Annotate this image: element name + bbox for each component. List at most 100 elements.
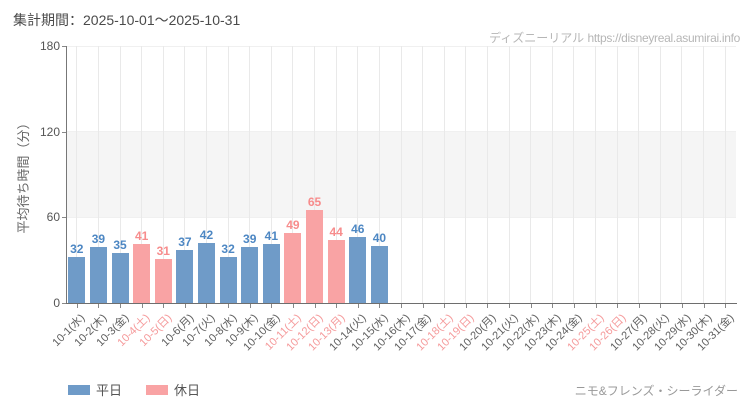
grid-line-vertical: [97, 46, 99, 303]
x-tick-mark: [98, 304, 100, 308]
x-tick-mark: [617, 304, 619, 308]
grid-line-vertical: [508, 46, 510, 303]
watermark: ディズニーリアル https://disneyreal.asumirai.inf…: [489, 29, 740, 46]
grid-line-vertical: [681, 46, 683, 303]
bar: [284, 233, 302, 303]
bar-value-label: 65: [307, 195, 322, 210]
y-tick-label: 60: [46, 210, 60, 225]
legend-holiday-label: 休日: [174, 383, 201, 398]
legend-weekday-label: 平日: [96, 383, 123, 398]
x-tick-mark: [465, 304, 467, 308]
bar-value-label: 49: [286, 218, 300, 233]
bar-value-label: 44: [329, 225, 343, 240]
x-tick-mark: [184, 304, 186, 308]
x-tick-mark: [163, 304, 165, 308]
bar: [370, 245, 388, 303]
x-tick-mark: [401, 304, 402, 308]
grid-line-vertical: [184, 46, 186, 303]
grid-line-vertical: [400, 46, 402, 303]
y-tick-mark: [62, 46, 66, 47]
y-tick-label: 180: [39, 39, 60, 53]
x-tick-mark: [422, 304, 424, 308]
x-tick-mark: [487, 304, 489, 308]
bar-value-label: 46: [351, 222, 365, 237]
x-tick-mark: [271, 304, 273, 308]
grid-line-vertical: [378, 46, 380, 303]
bar: [154, 258, 172, 303]
x-tick-mark: [292, 304, 294, 308]
x-tick-mark: [725, 304, 727, 308]
y-tick-mark: [62, 217, 66, 219]
bar: [68, 257, 86, 303]
legend-weekday-swatch: [68, 384, 90, 395]
grid-line-vertical: [249, 46, 251, 303]
y-axis-title: 平均待ち時間（分）: [16, 116, 31, 234]
grid-line-vertical: [141, 46, 143, 303]
grid-line-vertical: [616, 46, 618, 303]
x-tick-mark: [314, 304, 316, 308]
x-tick-mark: [336, 304, 338, 308]
page-title: 集計期間：2025-10-01～2025-10-31: [13, 12, 241, 28]
bar: [176, 250, 194, 303]
x-tick-mark: [509, 304, 511, 308]
bar-value-label: 37: [178, 235, 192, 250]
x-tick-mark: [681, 304, 683, 308]
bar: [262, 244, 280, 303]
x-tick-mark: [638, 304, 640, 308]
y-tick-mark: [62, 131, 66, 133]
bar-value-label: 39: [91, 232, 106, 247]
x-tick-mark: [120, 304, 122, 308]
grid-line-vertical: [486, 46, 488, 303]
watermark-brand: ディズニーリアル: [489, 31, 585, 45]
bar: [349, 237, 367, 303]
grid-line-vertical: [335, 46, 337, 303]
y-axis-line: [66, 46, 67, 303]
watermark-url: https://disneyreal.asumirai.info: [587, 31, 741, 45]
bar: [197, 243, 215, 303]
bar-value-label: 39: [243, 232, 257, 247]
bar-value-label: 32: [221, 242, 235, 257]
attraction-name: ニモ&フレンズ・シーライダー: [574, 384, 738, 398]
bar: [219, 257, 237, 303]
plot-area: 32 39 35 41 31 37 42 32 39 41 49 65 44 46 40: [66, 45, 736, 303]
grid-line-vertical: [638, 46, 640, 303]
x-tick-mark: [228, 304, 230, 308]
grid-line-vertical: [314, 46, 316, 303]
x-tick-mark: [444, 304, 446, 308]
grid-line-vertical: [530, 46, 532, 303]
x-tick-mark: [552, 304, 554, 308]
bar-value-label: 41: [264, 229, 278, 244]
bar-value-label: 42: [199, 228, 214, 243]
bar-value-label: 40: [372, 230, 387, 245]
bar: [89, 247, 107, 303]
x-axis-line: [66, 303, 737, 304]
bar: [327, 240, 345, 303]
grid-line-vertical: [724, 46, 726, 303]
x-tick-mark: [660, 304, 662, 308]
grid-line-vertical: [270, 46, 272, 303]
grid-line-vertical: [162, 46, 164, 303]
x-tick-mark: [249, 304, 251, 308]
y-tick-label: 0: [53, 296, 60, 310]
grid-line-vertical: [443, 46, 445, 303]
grid-line-vertical: [465, 46, 467, 303]
grid-line-vertical: [595, 46, 597, 303]
x-tick-mark: [206, 304, 208, 308]
grid-line-vertical: [551, 46, 553, 303]
grid-line-vertical: [573, 46, 575, 303]
bar-value-label: 31: [156, 243, 170, 258]
bar: [241, 247, 259, 303]
x-tick-mark: [379, 304, 381, 308]
y-tick-mark: [62, 303, 66, 304]
legend-item-weekday: 平日: [68, 380, 122, 399]
x-tick-mark: [595, 304, 597, 308]
x-tick-mark: [357, 304, 359, 308]
bar: [306, 210, 324, 303]
legend-item-holiday: 休日: [146, 380, 200, 399]
y-tick-label: 120: [39, 124, 60, 139]
bar-value-label: 32: [70, 242, 84, 257]
bar-value-label: 41: [134, 229, 149, 244]
grid-line-vertical: [227, 46, 229, 303]
grid-line-vertical: [422, 46, 424, 303]
legend: 平日 休日: [68, 380, 224, 399]
